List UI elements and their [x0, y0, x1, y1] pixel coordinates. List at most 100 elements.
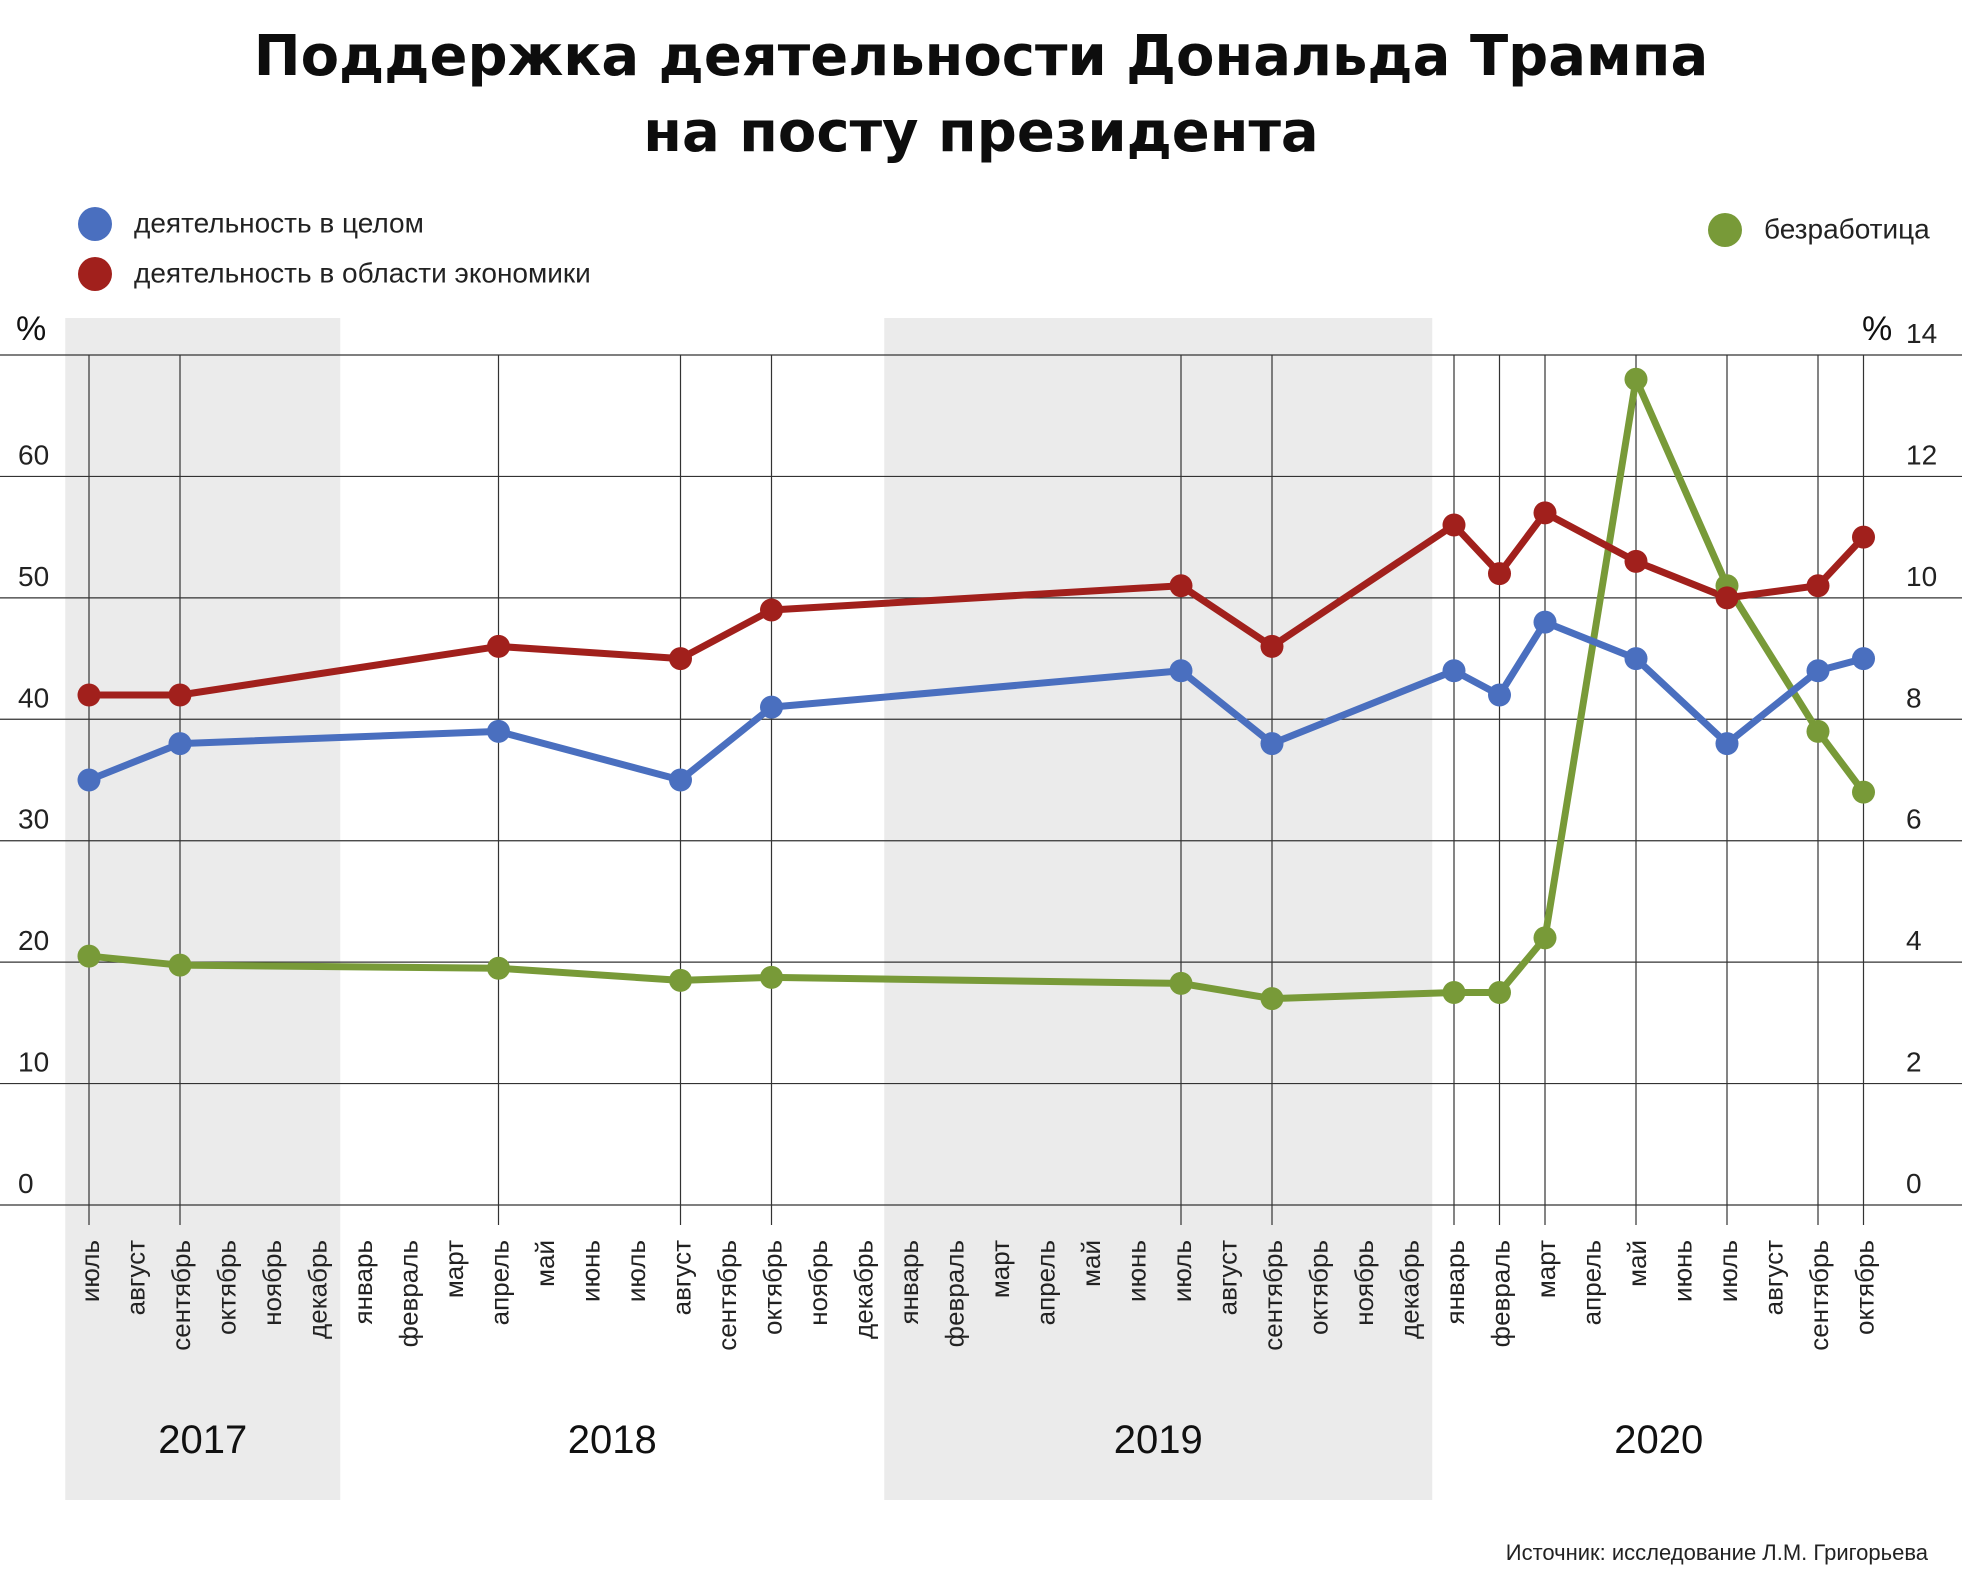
- data-point-series-2: [1442, 981, 1466, 1004]
- data-point-series-1: [1169, 574, 1193, 598]
- year-label-2017: 2017: [158, 1418, 247, 1462]
- x-tick-label-month: март: [439, 1240, 469, 1298]
- legend-marker-unemployment: [1708, 212, 1742, 247]
- x-tick-label-month: июнь: [576, 1240, 606, 1302]
- data-point-series-2: [168, 953, 192, 977]
- data-point-series-0: [1260, 732, 1284, 756]
- x-tick-label-month: август: [1759, 1240, 1789, 1315]
- legend-label-economy: деятельность в области экономики: [134, 257, 591, 289]
- x-tick-label-month: ноябрь: [1349, 1240, 1379, 1326]
- x-tick-label-month: апрель: [1031, 1240, 1061, 1325]
- x-tick-label-month: март: [985, 1240, 1015, 1298]
- y-right-tick-label: 0: [1906, 1168, 1922, 1199]
- chart-title-line2: на посту президента: [643, 100, 1319, 165]
- chart-title-line1: Поддержка деятельности Дональда Трампа: [253, 24, 1709, 89]
- x-tick-label-month: май: [530, 1240, 560, 1287]
- y-right-tick-label: 10: [1906, 561, 1937, 592]
- data-point-series-0: [487, 719, 510, 743]
- data-point-series-2: [1806, 719, 1830, 743]
- y-left-tick-label: 30: [18, 804, 49, 835]
- x-tick-label-month: сентябрь: [712, 1240, 742, 1351]
- x-tick-label-month: октябрь: [758, 1240, 788, 1335]
- x-tick-label-month: декабрь: [303, 1240, 333, 1339]
- data-point-series-0: [168, 732, 192, 756]
- y-left-tick-label: 0: [18, 1168, 34, 1199]
- data-point-series-1: [1488, 562, 1511, 586]
- data-point-series-1: [760, 598, 783, 622]
- y-left-unit-label: %: [16, 310, 46, 348]
- x-tick-label-month: октябрь: [212, 1240, 242, 1335]
- legend-marker-economy: [78, 256, 112, 291]
- legend-label-overall: деятельность в целом: [134, 207, 424, 239]
- data-point-series-2: [1260, 987, 1284, 1011]
- x-tick-label-month: июнь: [1668, 1240, 1698, 1302]
- data-point-series-2: [1624, 367, 1648, 391]
- data-point-series-1: [1533, 501, 1557, 525]
- x-tick-label-month: август: [121, 1240, 151, 1315]
- data-point-series-2: [669, 968, 692, 992]
- x-tick-label-month: май: [1622, 1240, 1652, 1287]
- x-tick-label-month: май: [1076, 1240, 1106, 1287]
- data-point-series-1: [168, 683, 192, 707]
- data-point-series-0: [760, 695, 783, 719]
- data-point-series-2: [487, 956, 510, 980]
- series-line-0: [85, 618, 1867, 784]
- x-tick-label-month: июль: [1167, 1240, 1197, 1302]
- y-right-tick-label: 8: [1906, 682, 1922, 713]
- data-point-series-2: [760, 965, 783, 989]
- data-point-series-1: [1715, 586, 1739, 610]
- x-tick-label-month: август: [1213, 1240, 1243, 1315]
- y-left-tick-label: 60: [18, 439, 49, 470]
- y-left-tick-label: 50: [18, 561, 49, 592]
- y-left-tick-label: 10: [18, 1047, 49, 1078]
- data-point-series-1: [1852, 525, 1875, 549]
- data-point-series-0: [1533, 610, 1557, 634]
- y-left-tick-label: 20: [18, 925, 49, 956]
- data-point-series-1: [1624, 549, 1648, 573]
- year-band-2019: [884, 318, 1433, 1500]
- data-point-series-1: [487, 634, 510, 658]
- x-tick-label-month: сентябрь: [166, 1240, 196, 1351]
- x-tick-label-month: ноябрь: [257, 1240, 287, 1326]
- x-tick-label-month: февраль: [394, 1240, 424, 1347]
- x-tick-label-month: ноябрь: [803, 1240, 833, 1326]
- legend-item-overall: деятельность в целом: [78, 206, 424, 241]
- data-point-series-0: [1806, 659, 1830, 683]
- x-tick-label-month: декабрь: [849, 1240, 879, 1339]
- data-point-series-0: [77, 768, 101, 792]
- year-band-2017: [65, 318, 341, 1500]
- x-tick-label-month: апрель: [485, 1240, 515, 1325]
- x-tick-label-month: апрель: [1577, 1240, 1607, 1325]
- year-label-2020: 2020: [1614, 1418, 1703, 1462]
- x-tick-label-month: сентябрь: [1258, 1240, 1288, 1351]
- x-tick-label-month: сентябрь: [1804, 1240, 1834, 1351]
- x-tick-label-month: январь: [1440, 1240, 1470, 1324]
- data-point-series-0: [1624, 647, 1648, 671]
- series-line-1: [85, 509, 1867, 699]
- x-tick-label-month: январь: [894, 1240, 924, 1324]
- legend-label-unemployment: безработица: [1764, 213, 1930, 245]
- x-tick-label-month: октябрь: [1850, 1240, 1880, 1335]
- data-point-series-0: [1169, 659, 1193, 683]
- x-tick-label-month: декабрь: [1395, 1240, 1425, 1339]
- data-point-series-0: [1852, 647, 1875, 671]
- y-right-tick-label: 6: [1906, 804, 1922, 835]
- data-point-series-2: [1852, 780, 1875, 804]
- y-left-tick-label: 40: [18, 682, 49, 713]
- series-line-2: [85, 375, 1867, 1003]
- x-tick-label-month: январь: [348, 1240, 378, 1324]
- data-point-series-1: [1260, 634, 1284, 658]
- data-point-series-0: [1488, 683, 1511, 707]
- y-right-tick-label: 2: [1906, 1047, 1922, 1078]
- data-point-series-1: [669, 647, 692, 671]
- x-tick-label-month: октябрь: [1304, 1240, 1334, 1335]
- data-point-series-1: [1442, 513, 1466, 537]
- x-tick-label-month: февраль: [940, 1240, 970, 1347]
- year-label-2019: 2019: [1114, 1418, 1203, 1462]
- y-right-tick-label: 12: [1906, 439, 1937, 470]
- legend-item-economy: деятельность в области экономики: [78, 256, 591, 291]
- data-point-series-1: [1806, 574, 1830, 598]
- y-right-tick-label: 14: [1906, 318, 1937, 349]
- x-tick-label-month: март: [1531, 1240, 1561, 1298]
